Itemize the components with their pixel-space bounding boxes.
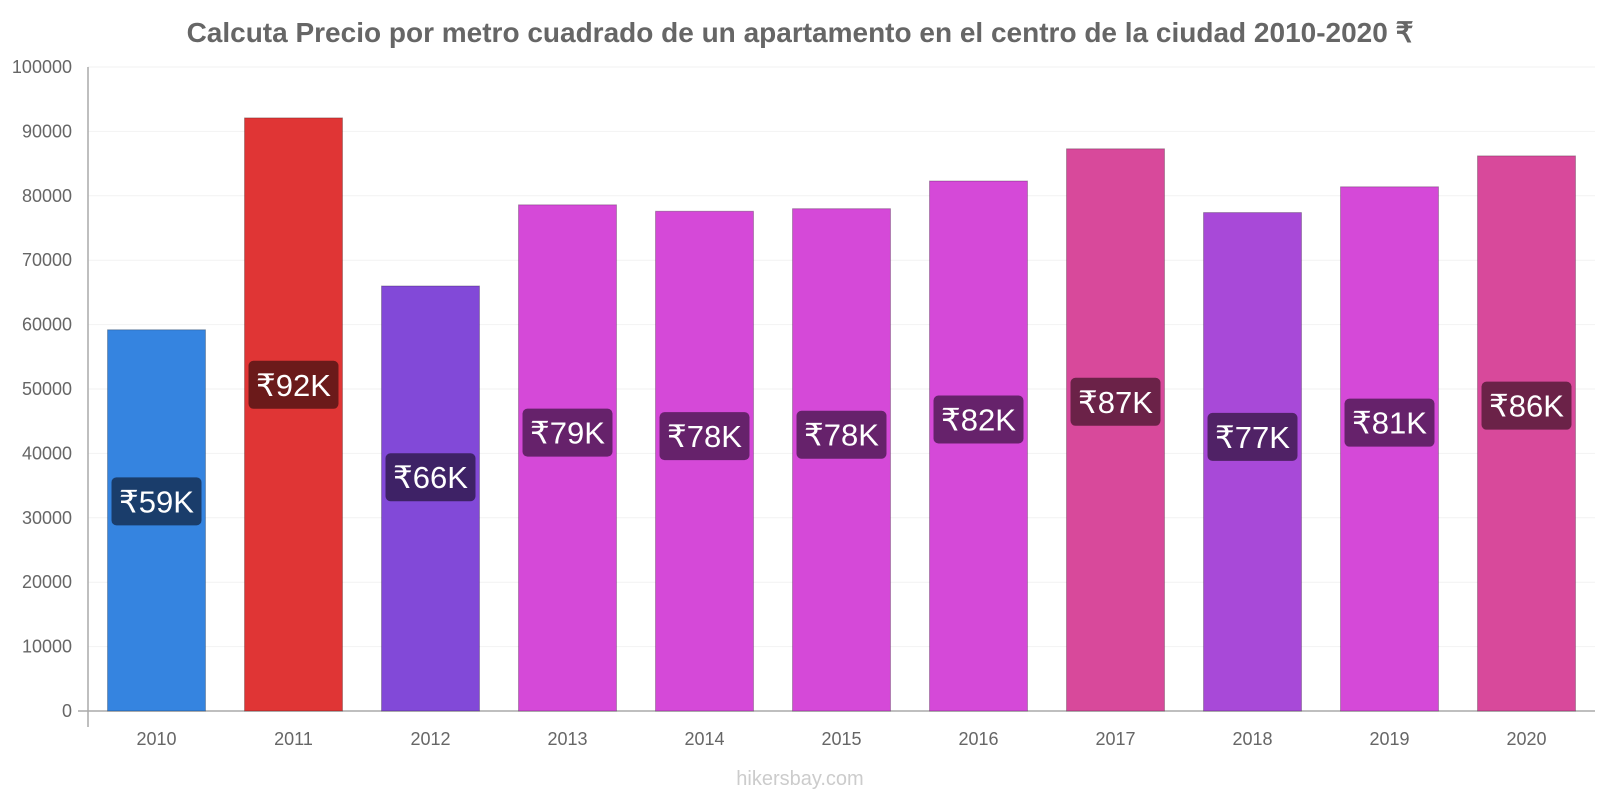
data-label: ₹81K xyxy=(1352,406,1427,441)
data-label: ₹86K xyxy=(1489,389,1564,424)
data-label: ₹77K xyxy=(1215,420,1290,455)
data-label-bg xyxy=(522,408,613,457)
bars xyxy=(107,117,1576,712)
data-label-bg xyxy=(1070,377,1161,426)
x-tick-label: 2010 xyxy=(136,729,176,749)
bar xyxy=(518,204,617,712)
data-label-bg xyxy=(1481,381,1572,430)
y-tick-label: 60000 xyxy=(22,315,72,335)
data-labels: ₹59K ₹92K ₹66K ₹79K ₹78K ₹78K ₹82K ₹87K ₹77K ₹81K… xyxy=(111,360,1572,526)
y-tick-label: 10000 xyxy=(22,637,72,657)
data-label-bg xyxy=(659,412,750,461)
x-tick-label: 2015 xyxy=(821,729,861,749)
y-tick-label: 20000 xyxy=(22,572,72,592)
watermark: hikersbay.com xyxy=(736,768,864,790)
data-label: ₹66K xyxy=(393,460,468,495)
x-tick-label: 2011 xyxy=(274,729,313,749)
bar xyxy=(929,180,1028,712)
data-label: ₹78K xyxy=(804,418,879,453)
data-label-bg xyxy=(1344,398,1435,447)
bar xyxy=(1066,148,1165,712)
bar xyxy=(1477,155,1576,712)
x-tick-label: 2016 xyxy=(958,729,998,749)
bar xyxy=(1340,186,1439,712)
x-tick-label: 2017 xyxy=(1095,729,1135,749)
y-tick-label: 30000 xyxy=(22,508,72,528)
data-label-bg xyxy=(796,410,887,459)
bar xyxy=(655,210,754,712)
data-label: ₹92K xyxy=(256,368,331,403)
data-label: ₹87K xyxy=(1078,385,1153,420)
data-label-bg xyxy=(385,453,476,502)
y-tick-label: 40000 xyxy=(22,443,72,463)
data-label-bg xyxy=(248,360,339,409)
x-tick-label: 2012 xyxy=(410,729,450,749)
x-tick-label: 2018 xyxy=(1232,729,1272,749)
x-tick-label: 2019 xyxy=(1369,729,1409,749)
y-tick-label: 0 xyxy=(62,701,72,721)
data-label: ₹59K xyxy=(119,484,194,519)
axes: 0 10000 20000 30000 40000 50000 60000 70000 8000… xyxy=(12,57,1595,749)
data-label: ₹79K xyxy=(530,416,605,451)
data-label-bg xyxy=(111,477,202,526)
x-tick-label: 2014 xyxy=(684,729,724,749)
bar xyxy=(244,117,343,712)
bar xyxy=(792,208,891,712)
y-tick-label: 70000 xyxy=(22,250,72,270)
y-tick-label: 80000 xyxy=(22,186,72,206)
chart-title: Calcuta Precio por metro cuadrado de un … xyxy=(186,17,1414,48)
x-tick-label: 2013 xyxy=(547,729,587,749)
x-tick-label: 2020 xyxy=(1506,729,1546,749)
y-tick-label: 50000 xyxy=(22,379,72,399)
data-label: ₹78K xyxy=(667,419,742,454)
y-tick-label: 90000 xyxy=(22,121,72,141)
data-label-bg xyxy=(1207,412,1298,461)
bar xyxy=(1203,212,1302,712)
data-label: ₹82K xyxy=(941,402,1016,437)
y-tick-label: 100000 xyxy=(12,57,72,77)
data-label-bg xyxy=(933,395,1024,444)
